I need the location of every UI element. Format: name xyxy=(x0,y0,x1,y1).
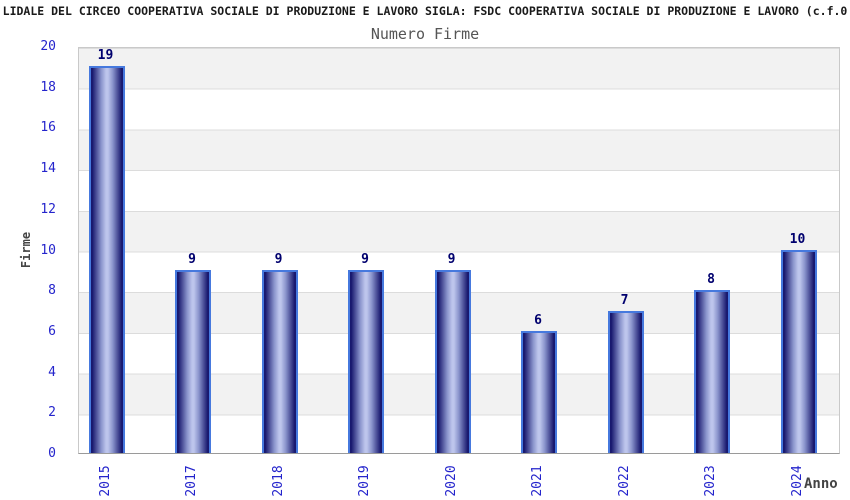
page-title: LIDALE DEL CIRCEO COOPERATIVA SOCIALE DI… xyxy=(2,4,848,18)
bar-value-label: 9 xyxy=(274,251,283,267)
bar-2022 xyxy=(607,310,644,453)
bar-2024 xyxy=(780,249,817,453)
bar-2023 xyxy=(694,290,730,453)
y-tick-label-16: 16 xyxy=(40,120,56,136)
x-axis-title: Anno xyxy=(804,476,838,492)
y-tick-label-0: 0 xyxy=(48,446,56,461)
bar-value-label: 19 xyxy=(97,48,114,64)
y-tick-label-14: 14 xyxy=(40,161,56,177)
bar-value-label: 9 xyxy=(447,251,456,267)
bar-2018 xyxy=(261,269,298,453)
x-tick-label-2019: 2019 xyxy=(357,465,372,497)
y-tick-label-10: 10 xyxy=(40,242,56,258)
bar-value-label: 9 xyxy=(188,251,196,267)
bar-value-label: 10 xyxy=(789,231,806,247)
y-tick-label-12: 12 xyxy=(40,201,56,217)
y-tick-label-2: 2 xyxy=(48,405,56,421)
bar-value-label: 9 xyxy=(361,251,369,267)
y-tick-label-6: 6 xyxy=(48,323,56,339)
x-tick-label-2022: 2022 xyxy=(616,465,632,497)
x-tick-label-2023: 2023 xyxy=(703,465,718,497)
bar-2017 xyxy=(175,269,211,453)
x-tick-label-2018: 2018 xyxy=(270,465,286,497)
chart-subtitle: Numero Firme xyxy=(370,25,480,43)
bar-2021 xyxy=(521,330,557,453)
bar-2020 xyxy=(434,269,471,453)
x-tick-label-2021: 2021 xyxy=(530,465,545,497)
bar-2015 xyxy=(88,66,125,453)
bar-value-label: 7 xyxy=(620,292,629,308)
y-tick-label-8: 8 xyxy=(48,283,56,299)
y-tick-label-20: 20 xyxy=(40,39,56,54)
y-tick-label-18: 18 xyxy=(40,79,56,95)
x-tick-label-2020: 2020 xyxy=(443,465,459,497)
bar-2019 xyxy=(348,269,384,453)
bar-value-label: 6 xyxy=(534,312,542,328)
plot-area xyxy=(78,47,840,454)
bar-value-label: 8 xyxy=(707,272,715,288)
x-tick-label-2015: 2015 xyxy=(97,465,113,497)
y-tick-label-4: 4 xyxy=(48,364,56,380)
x-tick-label-2017: 2017 xyxy=(184,465,199,497)
y-axis-title: Firme xyxy=(19,231,33,269)
x-tick-label-2024: 2024 xyxy=(789,465,805,497)
